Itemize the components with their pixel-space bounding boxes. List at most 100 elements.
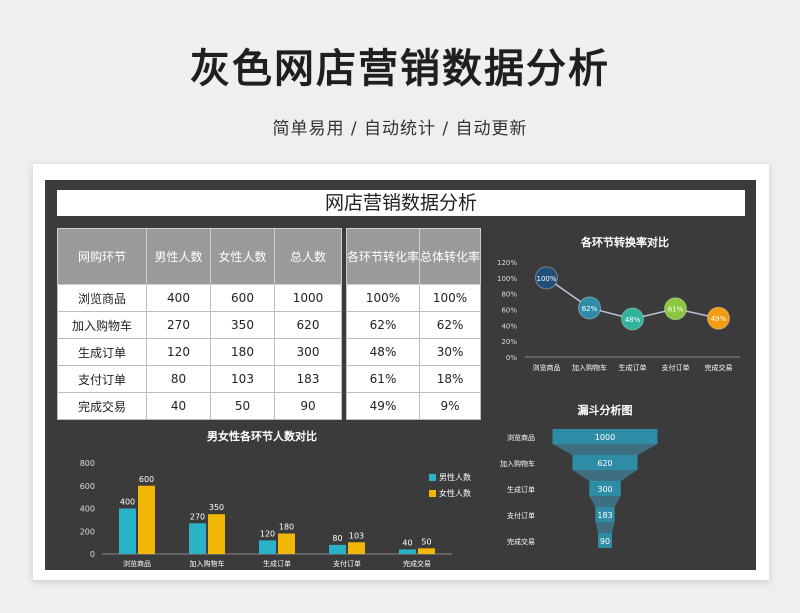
page-subtitle: 简单易用 / 自动统计 / 自动更新 <box>272 119 528 139</box>
table-cell: 1000 <box>274 284 342 312</box>
line-data-label: 61% <box>668 306 684 314</box>
line-data-label: 100% <box>536 275 556 283</box>
table-cell: 支付订单 <box>57 365 147 393</box>
funnel-connector <box>552 444 658 455</box>
funnel-bar <box>598 533 612 548</box>
table-cell: 加入购物车 <box>57 311 147 339</box>
legend-label: 女性人数 <box>439 488 471 498</box>
bar <box>348 542 365 554</box>
table-row: 支付订单 80 103 183 61% 18% <box>57 365 482 393</box>
bar <box>278 533 295 554</box>
bar-data-label: 120 <box>260 529 275 538</box>
funnel-chart-title: 漏斗分析图 <box>578 403 633 417</box>
bar-data-label: 400 <box>120 498 135 507</box>
funnel-data-label: 1000 <box>595 433 615 442</box>
y-tick-label: 0% <box>506 354 517 362</box>
page-title: 灰色网店营销数据分析 <box>190 46 610 92</box>
table-cell: 100% <box>345 284 421 312</box>
table-header-cell: 各环节转化率 <box>345 228 421 285</box>
bar <box>208 514 225 554</box>
funnel-category-label: 支付订单 <box>507 511 535 520</box>
x-tick-label: 完成交易 <box>705 363 733 372</box>
bar <box>259 540 276 554</box>
table-cell: 完成交易 <box>57 392 147 420</box>
funnel-category-label: 加入购物车 <box>500 459 535 468</box>
gender-bar-chart: 男女性各环节人数对比 0 200 400 600 800 400 600 浏览商品 270 350 加… <box>80 429 471 568</box>
line-data-label: 48% <box>625 316 641 324</box>
table-cell: 103 <box>210 365 275 393</box>
x-tick-label: 完成交易 <box>403 559 431 568</box>
table-header-cell: 男性人数 <box>146 228 211 285</box>
funnel-data-label: 183 <box>597 511 612 520</box>
x-tick-label: 浏览商品 <box>533 363 561 372</box>
table-cell: 50 <box>210 392 275 420</box>
bar-data-label: 350 <box>209 503 224 512</box>
table-cell: 100% <box>419 284 482 312</box>
funnel-connector <box>595 522 615 533</box>
table-gap <box>341 284 347 312</box>
line-data-label: 49% <box>711 315 727 323</box>
table-gap <box>341 392 347 420</box>
bar <box>138 485 155 554</box>
x-tick-label: 支付订单 <box>333 559 361 568</box>
table-cell: 49% <box>345 392 421 420</box>
table-cell: 270 <box>146 311 211 339</box>
table-header-cell: 女性人数 <box>210 228 275 285</box>
bar-data-label: 40 <box>402 538 412 547</box>
x-tick-label: 加入购物车 <box>190 559 225 568</box>
legend-label: 男性人数 <box>439 472 471 482</box>
funnel-data-label: 620 <box>597 459 612 468</box>
line-point <box>664 297 687 321</box>
bar <box>399 549 416 554</box>
bar <box>418 548 435 554</box>
table-cell: 90 <box>274 392 342 420</box>
funnel-data-label: 300 <box>597 485 612 494</box>
legend-swatch <box>429 474 436 481</box>
table-cell: 62% <box>419 311 482 339</box>
table-cell: 62% <box>345 311 421 339</box>
y-tick-label: 20% <box>501 338 517 346</box>
legend-swatch <box>429 490 436 497</box>
sheet-title: 网店营销数据分析 <box>57 190 745 216</box>
bar <box>119 508 136 554</box>
funnel-category-label: 完成交易 <box>507 537 535 546</box>
table-gap <box>341 338 347 366</box>
table-gap <box>341 228 347 285</box>
table-cell: 400 <box>146 284 211 312</box>
y-tick-label: 80% <box>501 291 517 299</box>
bar <box>189 523 206 554</box>
table-cell: 30% <box>419 338 482 366</box>
y-tick-label: 200 <box>80 527 95 536</box>
funnel-connector <box>572 470 638 481</box>
x-tick-label: 加入购物车 <box>572 363 607 372</box>
data-table: 网购环节 男性人数 女性人数 总人数 各环节转化率 总体转化率 浏览商品 400… <box>57 228 482 420</box>
table-cell: 61% <box>345 365 421 393</box>
funnel-data-label: 90 <box>600 537 610 546</box>
table-header-cell: 总人数 <box>274 228 342 285</box>
bar-data-label: 80 <box>332 534 342 543</box>
x-tick-label: 浏览商品 <box>123 559 151 568</box>
table-cell: 48% <box>345 338 421 366</box>
line-chart-title: 各环节转换率对比 <box>580 235 669 249</box>
bar-chart-title: 男女性各环节人数对比 <box>207 429 317 443</box>
table-cell: 18% <box>419 365 482 393</box>
y-tick-label: 100% <box>497 275 517 283</box>
funnel-category-label: 浏览商品 <box>507 433 535 442</box>
funnel-bar <box>589 481 621 496</box>
y-tick-label: 600 <box>80 482 95 491</box>
x-tick-label: 生成订单 <box>619 363 647 372</box>
y-tick-label: 60% <box>501 307 517 315</box>
table-cell: 600 <box>210 284 275 312</box>
table-gap <box>341 311 347 339</box>
funnel-connector <box>589 496 621 507</box>
table-header-cell: 总体转化率 <box>419 228 482 285</box>
table-cell: 350 <box>210 311 275 339</box>
table-header-cell: 网购环节 <box>57 228 147 285</box>
table-cell: 9% <box>419 392 482 420</box>
table-cell: 40 <box>146 392 211 420</box>
table-cell: 620 <box>274 311 342 339</box>
table-cell: 183 <box>274 365 342 393</box>
y-tick-label: 40% <box>501 322 517 330</box>
funnel-category-label: 生成订单 <box>507 485 535 494</box>
funnel-chart: 漏斗分析图 1000 浏览商品 620 加入购物车 300 生成订单 183 支付订单 90 完成交… <box>500 403 658 548</box>
